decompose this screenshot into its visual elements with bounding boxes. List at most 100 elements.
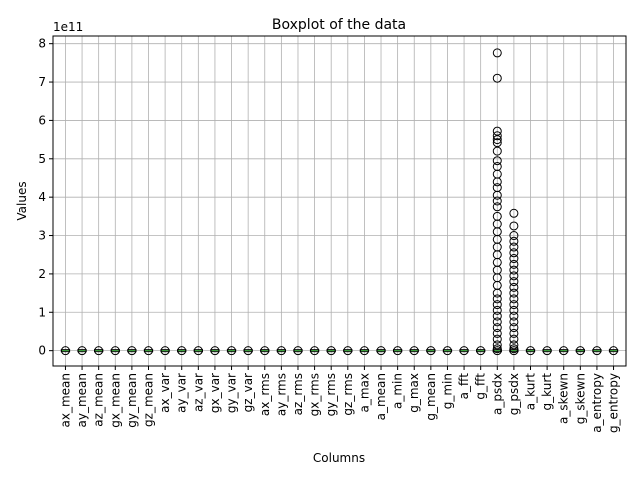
outlier-point (509, 277, 519, 287)
outlier-point (509, 248, 519, 258)
x-tick-label: gy_rms (324, 373, 338, 416)
outlier-point (492, 177, 502, 187)
outlier-point (177, 346, 187, 356)
x-tick-label: gx_mean (108, 373, 122, 428)
outlier-point (492, 294, 502, 304)
outlier-point (492, 340, 502, 350)
x-tick-label: g_skewn (573, 373, 587, 424)
outlier-point (160, 346, 170, 356)
outlier-point (492, 190, 502, 200)
outlier-point (509, 305, 519, 315)
outlier-point (509, 231, 519, 241)
outlier-point (260, 346, 270, 356)
outlier-point (526, 346, 535, 356)
outlier-point (94, 346, 104, 356)
outlier-point (509, 328, 519, 338)
x-tick-label: gy_mean (125, 373, 139, 428)
y-tick-label: 3 (38, 229, 46, 243)
x-tick-label: ax_var (158, 373, 172, 413)
y-tick-label: 8 (38, 37, 46, 51)
outlier-point (127, 346, 137, 356)
outlier-point (509, 317, 519, 327)
outlier-point (509, 344, 519, 354)
outlier-point (509, 259, 519, 269)
outlier-point (459, 346, 469, 356)
outlier-point (144, 346, 153, 356)
outlier-point (509, 208, 519, 218)
x-tick-label: a_min (391, 373, 405, 409)
outlier-point (492, 323, 502, 333)
x-tick-label: gx_var (208, 373, 222, 413)
x-tick-label: a_kurt (524, 373, 538, 410)
x-tick-label: ax_mean (58, 373, 72, 428)
outlier-point (77, 346, 87, 356)
x-axis-label: Columns (313, 451, 365, 465)
outlier-point (509, 294, 519, 304)
y-axis: 0 1 2 3 4 5 6 7 8 (38, 37, 53, 358)
x-tick-label: az_mean (92, 373, 106, 427)
outlier-point (492, 48, 502, 58)
outlier-point (492, 135, 502, 145)
plot-frame (52, 35, 627, 367)
x-tick-label: gz_rms (341, 373, 355, 416)
outlier-point (343, 346, 353, 356)
outlier-point (509, 311, 519, 321)
outlier-point (492, 73, 502, 83)
outlier-point (359, 346, 369, 356)
outlier-point (326, 346, 336, 356)
outlier-point (492, 300, 502, 310)
outlier-point (509, 271, 519, 281)
outlier-point (509, 242, 519, 252)
outlier-point (310, 346, 320, 356)
outlier-point (509, 334, 519, 344)
outlier-point (393, 346, 403, 356)
outlier-point (293, 346, 303, 356)
outlier-point (609, 346, 619, 356)
outlier-point (409, 346, 419, 356)
boxes (60, 48, 619, 356)
outlier-point (592, 346, 602, 356)
x-tick-label: g_mean (424, 373, 438, 421)
outlier-point (60, 346, 70, 356)
x-tick-label: g_max (407, 373, 421, 413)
outlier-point (110, 346, 120, 356)
outlier-point (509, 265, 519, 275)
outlier-point (509, 340, 519, 350)
x-tick-label: a_max (357, 373, 371, 413)
outlier-point (376, 346, 386, 356)
y-tick-label: 7 (38, 75, 46, 89)
y-tick-label: 2 (38, 267, 46, 281)
outlier-point (492, 305, 502, 315)
x-tick-label: ay_rms (274, 373, 288, 416)
outlier-point (492, 196, 502, 206)
x-tick-label: a_fft (457, 373, 471, 400)
x-tick-label: gy_var (225, 373, 239, 413)
outlier-point (492, 334, 502, 344)
x-tick-label: g_min (440, 373, 454, 409)
outlier-point (492, 311, 502, 321)
x-tick-label: gx_rms (308, 373, 322, 416)
outlier-point (509, 221, 519, 231)
x-tick-label: g_fft (474, 373, 488, 400)
outlier-point (575, 346, 585, 356)
outlier-point (509, 300, 519, 310)
outlier-point (243, 346, 253, 356)
outlier-point (276, 346, 286, 356)
outlier-point (509, 323, 519, 333)
outlier-point (227, 346, 237, 356)
outlier-point (476, 346, 486, 356)
outlier-point (426, 346, 436, 356)
x-tick-label: az_var (191, 373, 205, 412)
outlier-point (492, 156, 502, 166)
outlier-point (210, 346, 220, 356)
x-tick-label: a_skewn (557, 373, 571, 424)
y-tick-label: 0 (38, 344, 46, 358)
x-axis: ax_mean ay_mean az_mean gx_mean gy_mean gz_me… (58, 366, 621, 433)
x-tick-label: a_psdx (490, 373, 504, 415)
y-offset-label: 1e11 (53, 20, 83, 34)
x-tick-label: az_rms (291, 373, 305, 415)
outlier-point (193, 346, 203, 356)
outlier-point (509, 282, 519, 292)
